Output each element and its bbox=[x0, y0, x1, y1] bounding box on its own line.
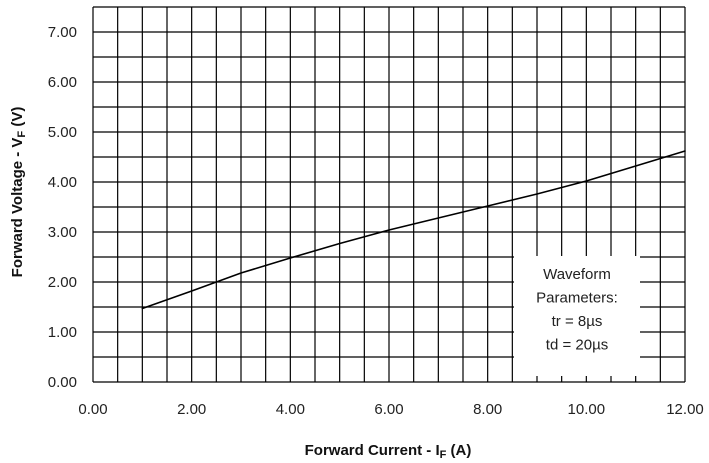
x-tick-label: 6.00 bbox=[374, 401, 403, 418]
annotation-line-4: td = 20µs bbox=[546, 337, 608, 354]
y-axis-title: Forward Voltage - VF (V) bbox=[9, 107, 28, 278]
y-tick-label: 0.00 bbox=[48, 374, 77, 391]
annotation-line-1: Waveform bbox=[543, 266, 611, 283]
x-axis-title-sub: F bbox=[440, 449, 447, 461]
annotation-background bbox=[514, 256, 640, 376]
annotation-line-3: tr = 8µs bbox=[552, 313, 603, 330]
series-point bbox=[684, 150, 686, 152]
series-point bbox=[141, 307, 144, 310]
y-tick-label: 5.00 bbox=[48, 124, 77, 141]
series-point bbox=[338, 242, 341, 245]
series-point bbox=[437, 217, 440, 219]
y-tick-label: 3.00 bbox=[48, 224, 77, 241]
series-point bbox=[536, 193, 538, 195]
y-tick-label: 2.00 bbox=[48, 274, 77, 291]
y-tick-label: 1.00 bbox=[48, 324, 77, 341]
x-axis-title: Forward Current - IF (A) bbox=[305, 442, 472, 461]
series-line-1 bbox=[142, 150, 686, 310]
x-tick-label: 2.00 bbox=[177, 401, 206, 418]
annotation-box: Waveform Parameters: tr = 8µs td = 20µs bbox=[514, 256, 640, 376]
x-axis-title-main: Forward Current - I bbox=[305, 442, 440, 459]
series-point bbox=[388, 229, 390, 231]
x-tick-label: 4.00 bbox=[276, 401, 305, 418]
series-layer bbox=[141, 150, 686, 310]
series-point bbox=[289, 257, 292, 259]
x-tick-label: 12.00 bbox=[666, 401, 704, 418]
y-tick-label: 6.00 bbox=[48, 74, 77, 91]
series-point bbox=[240, 272, 242, 274]
x-axis-title-suffix: (A) bbox=[446, 442, 471, 459]
x-tick-label: 10.00 bbox=[568, 401, 606, 418]
y-axis-title-sub: F bbox=[16, 131, 28, 138]
y-axis-title-main: Forward Voltage - V bbox=[9, 138, 26, 278]
y-tick-label: 7.00 bbox=[48, 24, 77, 41]
y-tick-label: 4.00 bbox=[48, 174, 77, 191]
series-point bbox=[634, 165, 637, 167]
series-point bbox=[585, 180, 588, 182]
x-tick-label: 8.00 bbox=[473, 401, 502, 418]
series-point bbox=[486, 205, 489, 207]
series-point bbox=[190, 290, 193, 292]
y-tick-labels: 0.00 1.00 2.00 3.00 4.00 5.00 6.00 7.00 bbox=[48, 24, 77, 391]
x-tick-label: 0.00 bbox=[78, 401, 107, 418]
y-axis-title-suffix: (V) bbox=[9, 107, 26, 131]
annotation-line-2: Parameters: bbox=[536, 290, 618, 307]
x-tick-labels: 0.00 2.00 4.00 6.00 8.00 10.00 12.00 bbox=[78, 401, 703, 418]
